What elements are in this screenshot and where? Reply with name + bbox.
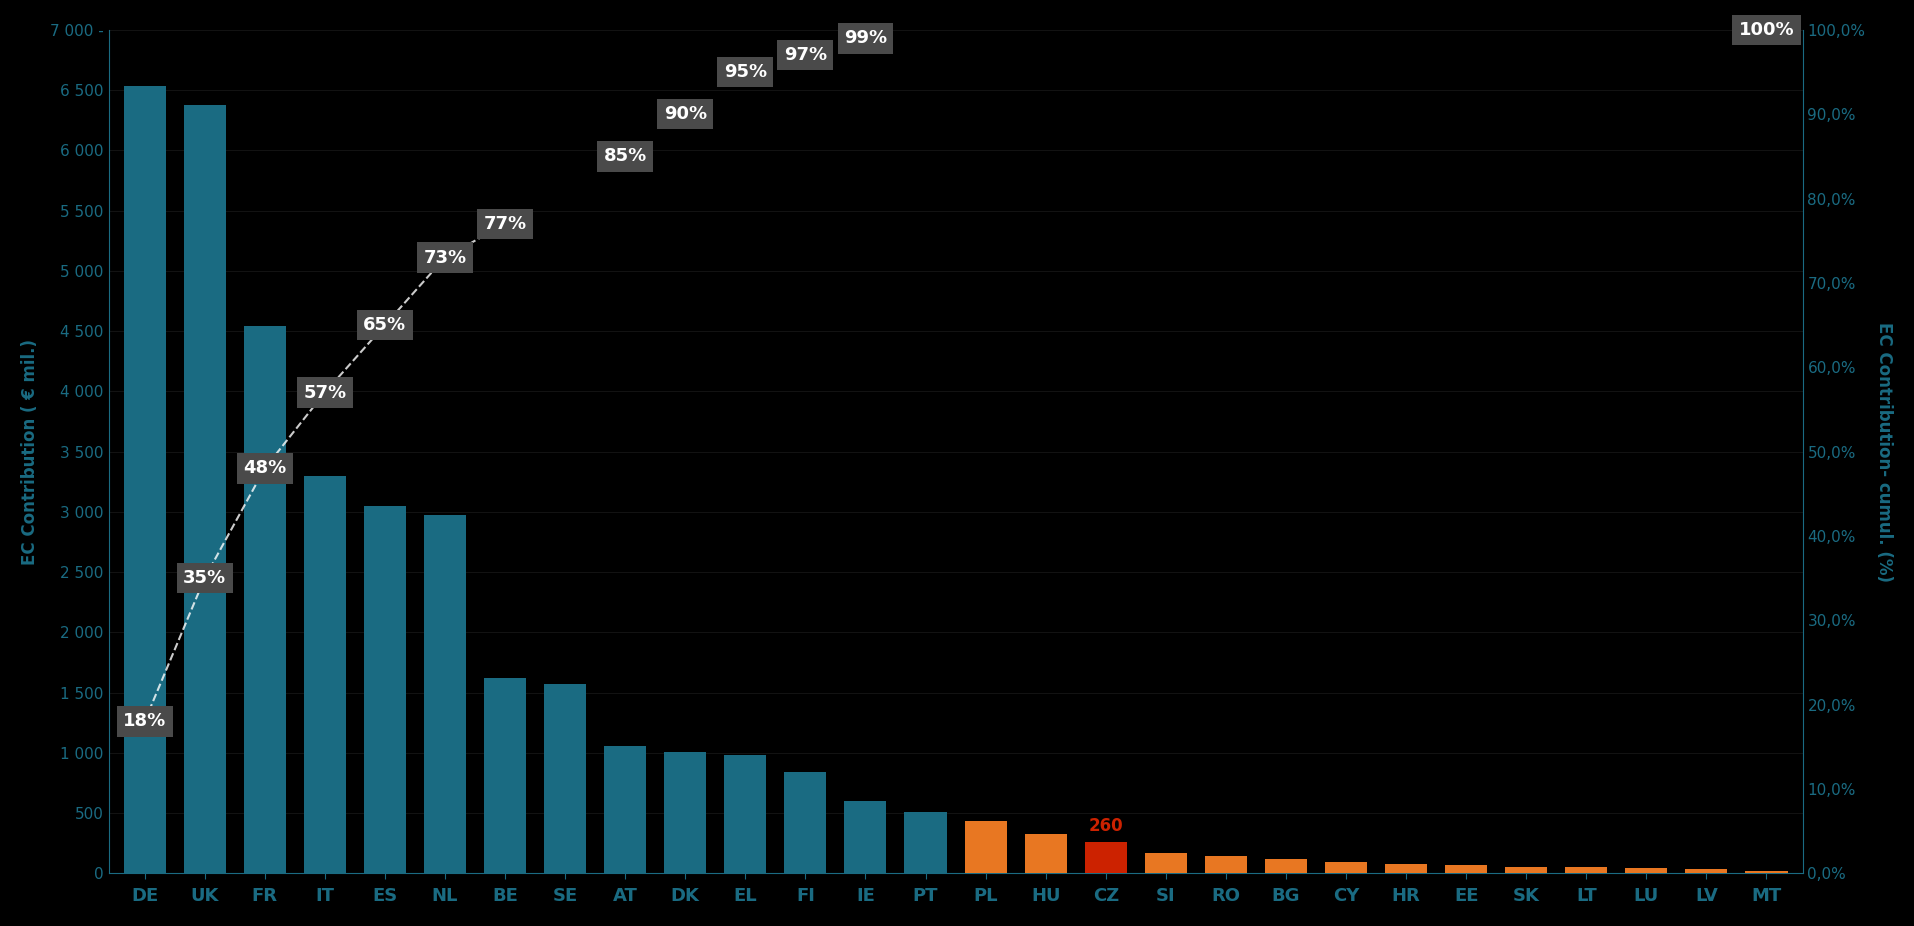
Bar bbox=[364, 506, 406, 873]
Text: 97%: 97% bbox=[785, 46, 827, 64]
Bar bbox=[1265, 859, 1307, 873]
Bar bbox=[1746, 871, 1788, 873]
Bar bbox=[423, 516, 465, 873]
Bar bbox=[1024, 833, 1066, 873]
Text: 65%: 65% bbox=[364, 316, 406, 334]
Bar bbox=[1324, 862, 1367, 873]
Text: 77%: 77% bbox=[484, 215, 526, 232]
Bar bbox=[1085, 842, 1127, 873]
Bar bbox=[124, 86, 167, 873]
Text: 95%: 95% bbox=[723, 63, 768, 81]
Bar bbox=[965, 821, 1007, 873]
Bar bbox=[304, 476, 346, 873]
Text: 18%: 18% bbox=[122, 712, 167, 731]
Text: 260: 260 bbox=[1089, 817, 1124, 834]
Bar bbox=[484, 678, 526, 873]
Bar bbox=[1504, 867, 1547, 873]
Text: 57%: 57% bbox=[302, 383, 346, 402]
Text: 85%: 85% bbox=[603, 147, 647, 166]
Bar bbox=[1566, 868, 1608, 873]
Text: 48%: 48% bbox=[243, 459, 287, 478]
Bar bbox=[1204, 857, 1246, 873]
Bar bbox=[243, 326, 285, 873]
Bar bbox=[1386, 864, 1428, 873]
Bar bbox=[1445, 866, 1487, 873]
Bar bbox=[1625, 869, 1667, 873]
Bar bbox=[905, 812, 947, 873]
Text: 100%: 100% bbox=[1738, 20, 1793, 39]
Bar bbox=[544, 684, 586, 873]
Bar bbox=[844, 801, 886, 873]
Bar bbox=[1145, 854, 1187, 873]
Bar bbox=[1686, 870, 1728, 873]
Text: 90%: 90% bbox=[664, 106, 706, 123]
Bar bbox=[723, 756, 766, 873]
Y-axis label: EC Contribution ( € mil.): EC Contribution ( € mil.) bbox=[21, 339, 38, 565]
Bar bbox=[605, 745, 647, 873]
Y-axis label: EC Contribution- cumul. (%): EC Contribution- cumul. (%) bbox=[1876, 321, 1893, 582]
Bar bbox=[664, 752, 706, 873]
Bar bbox=[184, 105, 226, 873]
Text: 35%: 35% bbox=[184, 569, 226, 587]
Text: 73%: 73% bbox=[423, 248, 467, 267]
Bar bbox=[785, 772, 827, 873]
Text: 99%: 99% bbox=[844, 30, 886, 47]
